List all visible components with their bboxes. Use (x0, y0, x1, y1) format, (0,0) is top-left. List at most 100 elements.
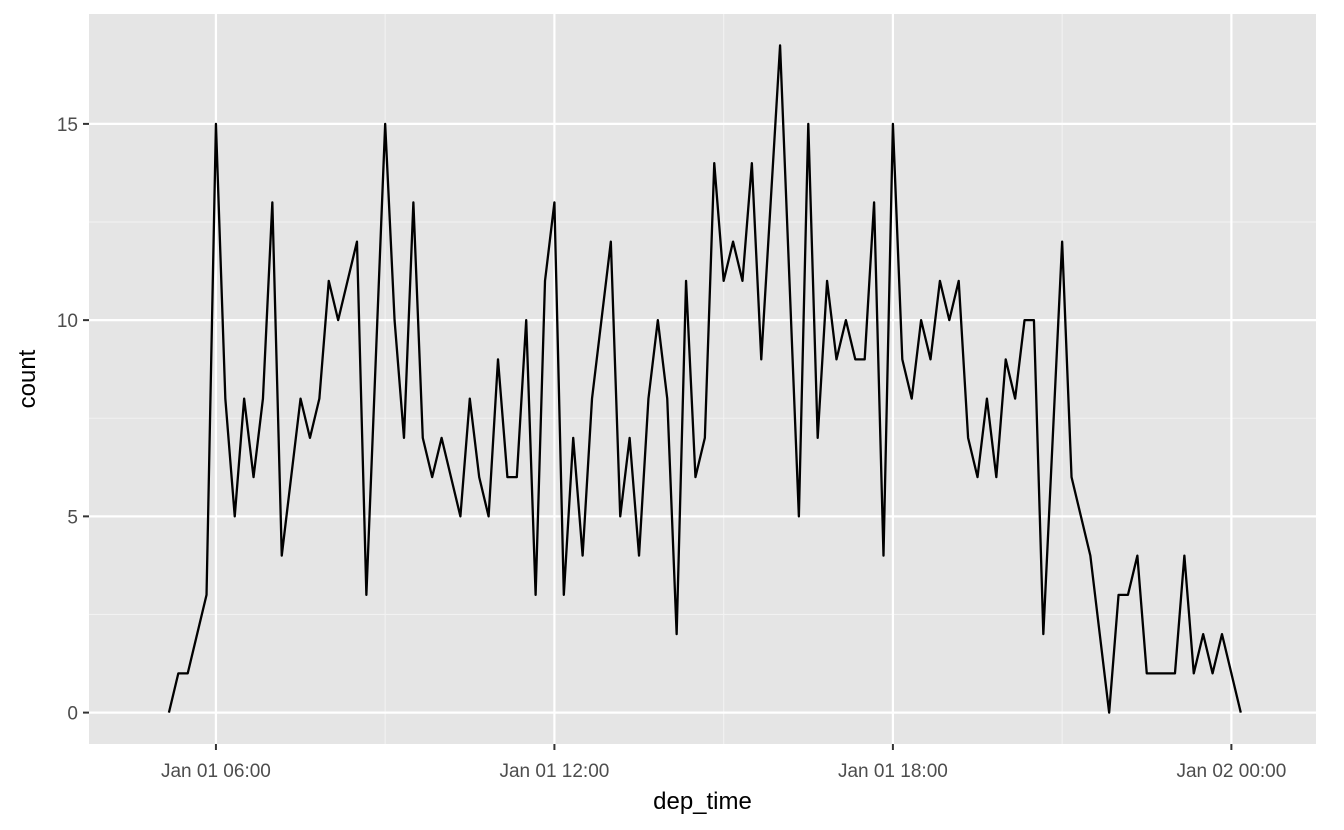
data-point (441, 437, 443, 439)
data-point (187, 672, 189, 674)
data-point (1052, 437, 1054, 439)
data-point (422, 437, 424, 439)
data-point (770, 201, 772, 203)
data-point (300, 398, 302, 400)
data-point (403, 437, 405, 439)
data-point (732, 241, 734, 243)
data-point (1202, 633, 1204, 635)
data-point (986, 398, 988, 400)
data-point (704, 437, 706, 439)
y-tick-label: 15 (57, 115, 78, 136)
data-point (1080, 515, 1082, 517)
data-point (647, 398, 649, 400)
data-point (1221, 633, 1223, 635)
data-point (779, 44, 781, 46)
data-point (798, 515, 800, 517)
data-point (1174, 672, 1176, 674)
data-point (741, 280, 743, 282)
data-point (807, 123, 809, 125)
data-point (845, 319, 847, 321)
data-point (657, 319, 659, 321)
data-point (553, 201, 555, 203)
data-point (1033, 319, 1035, 321)
data-point (243, 398, 245, 400)
data-point (1230, 672, 1232, 674)
data-point (459, 515, 461, 517)
data-point (591, 398, 593, 400)
data-point (1042, 633, 1044, 635)
series-line (167, 44, 1242, 714)
data-point (854, 358, 856, 360)
data-point (506, 476, 508, 478)
data-point (431, 476, 433, 478)
data-point (535, 594, 537, 596)
data-point (901, 358, 903, 360)
data-point (958, 280, 960, 282)
data-point (1089, 555, 1091, 557)
data-point (713, 162, 715, 164)
data-point (760, 358, 762, 360)
x-axis: Jan 01 06:00 Jan 01 12:00 Jan 01 18:00 Jan … (161, 744, 1286, 782)
data-point (911, 398, 913, 400)
data-point (1212, 672, 1214, 674)
data-point (1071, 476, 1073, 478)
y-axis-title: count (14, 349, 41, 408)
data-point (666, 398, 668, 400)
data-point (497, 358, 499, 360)
data-point (1165, 672, 1167, 674)
data-point (685, 280, 687, 282)
plot-panel (89, 14, 1316, 744)
data-point (582, 555, 584, 557)
data-point (375, 358, 377, 360)
data-point (1099, 633, 1101, 635)
major-gridlines (89, 14, 1316, 744)
data-point (676, 633, 678, 635)
data-point (1118, 594, 1120, 596)
data-point (1183, 555, 1185, 557)
data-point (892, 123, 894, 125)
data-point (215, 123, 217, 125)
data-point (873, 201, 875, 203)
data-point (977, 476, 979, 478)
x-tick-label: Jan 01 18:00 (838, 761, 948, 782)
data-point (939, 280, 941, 282)
data-point (412, 201, 414, 203)
data-point (1155, 672, 1157, 674)
data-point (629, 437, 631, 439)
data-point (723, 280, 725, 282)
data-point (610, 241, 612, 243)
data-point (1014, 398, 1016, 400)
x-tick-label: Jan 02 00:00 (1176, 761, 1286, 782)
data-point (224, 398, 226, 400)
data-point (365, 594, 367, 596)
data-point (525, 319, 527, 321)
data-point (290, 476, 292, 478)
data-point (478, 476, 480, 478)
data-point (817, 437, 819, 439)
data-point (1240, 712, 1242, 714)
data-point (488, 515, 490, 517)
data-point (356, 241, 358, 243)
data-point (920, 319, 922, 321)
data-point (328, 280, 330, 282)
data-point (882, 555, 884, 557)
data-point (271, 201, 273, 203)
data-point (864, 358, 866, 360)
y-axis: 0 5 10 15 (57, 115, 89, 725)
data-point (318, 398, 320, 400)
x-tick-label: Jan 01 12:00 (499, 761, 609, 782)
data-point (384, 123, 386, 125)
x-axis-title: dep_time (653, 788, 752, 815)
data-point (826, 280, 828, 282)
data-point (281, 555, 283, 557)
data-point (967, 437, 969, 439)
data-point (600, 319, 602, 321)
data-point (544, 280, 546, 282)
data-point (177, 672, 179, 674)
data-point (234, 515, 236, 517)
y-tick-label: 0 (67, 704, 78, 725)
data-point (1108, 712, 1110, 714)
data-point (638, 555, 640, 557)
data-point (1024, 319, 1026, 321)
